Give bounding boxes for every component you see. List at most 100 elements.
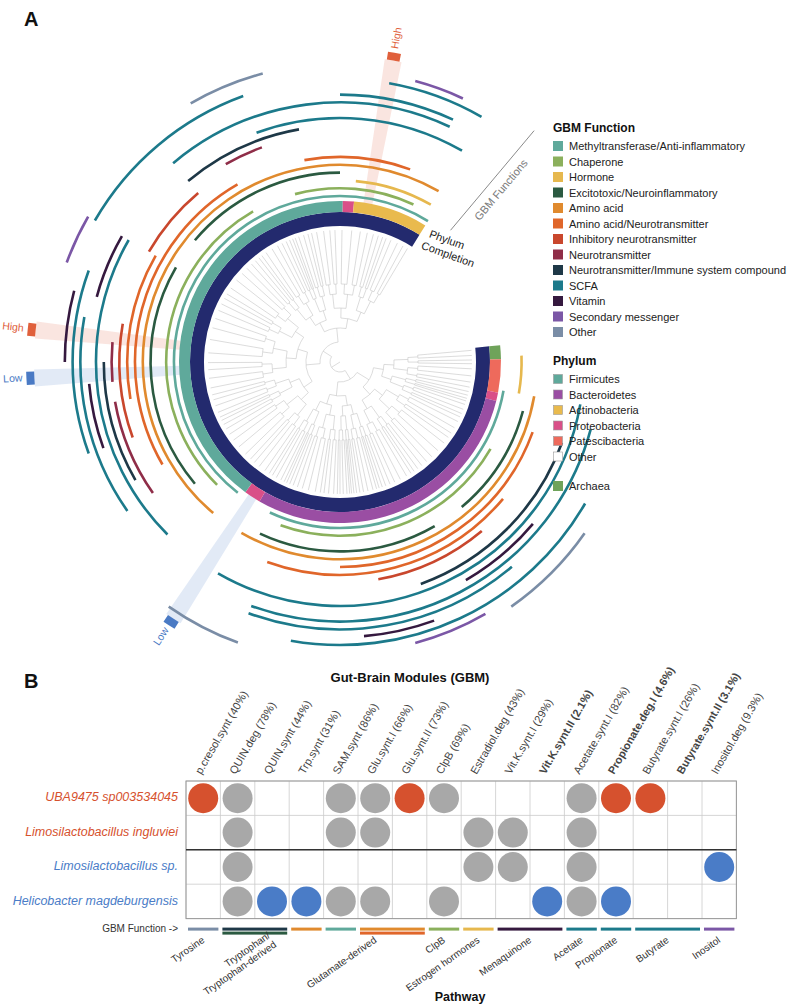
tree-branch (424, 388, 466, 401)
tree-branch (342, 450, 343, 494)
tree-branch (331, 429, 336, 430)
tree-branch (418, 357, 428, 359)
tree-branch (295, 287, 300, 296)
panel-b: BGut-Brain Modules (GBM)p.cresol.synt (4… (13, 664, 765, 1004)
tree-branch (276, 400, 284, 406)
module-dot (326, 818, 356, 848)
phylum-segment (489, 345, 501, 359)
legend-swatch (553, 157, 563, 167)
function-bar-segment (635, 928, 700, 931)
tree-branch (296, 337, 304, 359)
tree-branch (345, 430, 347, 440)
tree-branch (261, 397, 270, 401)
pathway-label: Estrogen hormones (404, 934, 482, 993)
phylum-segment (353, 202, 425, 235)
tree-branch (408, 401, 417, 406)
tree-branch (408, 367, 418, 369)
tree-branch (339, 440, 340, 450)
tree-branch (360, 438, 363, 448)
function-bar-segment (291, 928, 321, 931)
tree-branch (378, 243, 397, 283)
tree-branch (412, 412, 448, 437)
function-bar-segment (326, 928, 356, 931)
gbm-ring-segment (251, 429, 591, 621)
tree-branch (418, 354, 428, 356)
tree-branch (341, 318, 357, 321)
module-dot (463, 818, 493, 848)
row-label: Limosilactobacillus ingluviei (25, 825, 179, 839)
tree-branch (366, 446, 379, 488)
tree-branch (381, 416, 387, 424)
tree-branch (420, 399, 460, 417)
pathway-label-line: Propionate (573, 934, 619, 971)
tree-branch (362, 447, 373, 490)
module-dot (326, 886, 356, 916)
tree-branch (262, 349, 264, 357)
completion-ring (190, 212, 490, 512)
module-dot (291, 886, 321, 916)
tree-branch (252, 355, 262, 357)
tree-branch (273, 342, 276, 354)
legend-entry: Patescibacteria (569, 435, 645, 447)
tree-branch (308, 424, 312, 433)
module-dot (601, 886, 631, 916)
tree-branch (320, 401, 331, 405)
gbm-ring-segment (65, 291, 74, 362)
column-label: Propionate.deg.I (4.6%) (605, 664, 676, 776)
phylum-segment (179, 201, 343, 492)
tree-branch (428, 355, 472, 357)
tree-branch (330, 357, 345, 372)
tree-branch (356, 449, 364, 492)
function-bar-segment (498, 928, 563, 931)
tree-branch (370, 290, 374, 292)
tree-branch (275, 405, 277, 408)
tree-branch (370, 281, 374, 290)
phylum-segment (487, 359, 501, 393)
tree-branch (428, 363, 472, 365)
tree-branch (413, 390, 422, 394)
tree (208, 230, 472, 494)
tree-branch (353, 449, 360, 493)
tree-branch (315, 320, 326, 325)
grid-line (186, 849, 736, 850)
tree-branch (290, 379, 299, 383)
tree-branch (268, 328, 270, 332)
gbm-ring-segment (151, 267, 195, 483)
pathway-label: Propionate (573, 934, 619, 971)
tree-branch (286, 293, 292, 301)
tree-branch (339, 450, 340, 494)
column-label: Inositol.deg (9.3%) (709, 691, 765, 776)
tree-branch (262, 363, 272, 364)
tree-branch (266, 253, 291, 289)
tree-branch (370, 434, 374, 443)
tree-branch (391, 418, 394, 421)
tree-branch (371, 238, 386, 279)
tree-branch (386, 423, 388, 425)
gbm-ring-segment (415, 81, 463, 98)
module-dot (223, 818, 253, 848)
tree-branch (254, 377, 264, 379)
tree-branch (376, 429, 380, 431)
tree-branch (322, 286, 324, 296)
tree-branch (417, 377, 427, 379)
tree-branch (289, 303, 296, 311)
tree-branch (219, 310, 260, 327)
tree-branch (323, 414, 327, 428)
highlight-label: Low (3, 371, 23, 384)
tree-branch (298, 285, 303, 294)
tree-branch (346, 450, 349, 494)
legend-entry: Other (569, 451, 597, 463)
tree-branch (269, 329, 278, 333)
tree-branch (262, 362, 263, 366)
tree-branch (341, 274, 342, 284)
tree-branch (319, 427, 325, 429)
tree-branch (321, 437, 325, 439)
tree-branch (261, 323, 270, 327)
tree-branch (316, 287, 319, 289)
tree-branch (255, 339, 265, 342)
tree-branch (259, 328, 268, 332)
gbm-ring-segment (95, 96, 243, 220)
legend-swatch (553, 188, 563, 198)
tree-branch (359, 427, 362, 437)
pathway-label-line: Tryptophan-derived (201, 939, 278, 998)
